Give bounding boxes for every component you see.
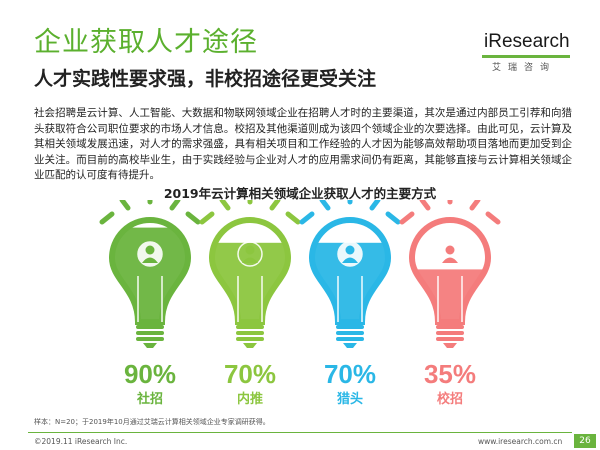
website-link[interactable]: www.iresearch.com.cn [478, 437, 563, 446]
footer-divider [28, 432, 572, 433]
bulb-rays [299, 200, 401, 225]
bulb-base [236, 325, 264, 348]
logo-wordmark: iResearch [484, 31, 570, 52]
bulb-filament [437, 276, 463, 322]
handshake-people-icon [237, 241, 263, 267]
category-label: 校招 [437, 391, 463, 407]
ray [269, 200, 281, 211]
ray [169, 200, 181, 211]
ray [99, 211, 115, 225]
ray [219, 200, 231, 211]
bulb-filament [237, 276, 263, 322]
ray [119, 200, 131, 211]
bulb-outline [408, 217, 492, 325]
bulb-base [136, 325, 164, 348]
bulb-base [336, 325, 364, 348]
ray [299, 211, 315, 225]
bulb-base [436, 325, 464, 348]
ray [319, 200, 331, 211]
ray [385, 211, 401, 225]
value-label: 35% [424, 359, 476, 389]
category-label: 内推 [237, 391, 263, 407]
iresearch-logo: iResearch 艾瑞咨询 [480, 31, 576, 75]
page-subtitle: 人才实践性要求强，非校招途径更受关注 [34, 68, 377, 90]
magnifier-person-icon [337, 241, 363, 267]
value-label: 70% [224, 359, 276, 389]
bulb-outline [308, 217, 392, 325]
person-icon [137, 241, 163, 267]
page-title: 企业获取人才途径 [34, 27, 258, 58]
page-number: 26 [574, 434, 596, 448]
chart-title: 2019年云计算相关领域企业获取人才的主要方式 [163, 186, 437, 201]
bulb-rays [399, 200, 501, 225]
value-label: 70% [324, 359, 376, 389]
logo-underline [482, 55, 570, 58]
ray [199, 211, 215, 225]
ray [485, 211, 501, 225]
body-paragraph: 社会招聘是云计算、人工智能、大数据和物联网领域企业在招聘人才时的主要渠道，其次是… [34, 107, 572, 181]
bulb-chart: 90% 社招 70% 内推 70% 猎头 35% 校招 [99, 200, 501, 407]
copyright-text: ©2019.11 iResearch Inc. [34, 437, 128, 446]
graduate-icon [437, 241, 463, 267]
ray [399, 211, 415, 225]
category-label: 猎头 [337, 391, 363, 407]
bulb-filament [137, 276, 163, 322]
ray [369, 200, 381, 211]
logo-cn-text: 艾瑞咨询 [492, 63, 557, 73]
bulb-rays [99, 200, 201, 225]
bulb-outline [108, 217, 192, 325]
ray [285, 211, 301, 225]
bulb-4: 35% 校招 [399, 200, 501, 407]
ray [185, 211, 201, 225]
bulb-rays [199, 200, 301, 225]
category-label: 社招 [136, 391, 163, 407]
ray [419, 200, 431, 211]
bulb-3: 70% 猎头 [299, 200, 401, 407]
ray [469, 200, 481, 211]
bulb-2: 70% 内推 [199, 200, 301, 407]
bulb-1: 90% 社招 [99, 200, 201, 407]
source-note: 样本：N=20；于2019年10月通过艾瑞云计算相关领域企业专家调研获得。 [34, 418, 270, 426]
bulb-outline [208, 217, 292, 325]
bulb-filament [337, 276, 363, 322]
value-label: 90% [124, 359, 176, 389]
